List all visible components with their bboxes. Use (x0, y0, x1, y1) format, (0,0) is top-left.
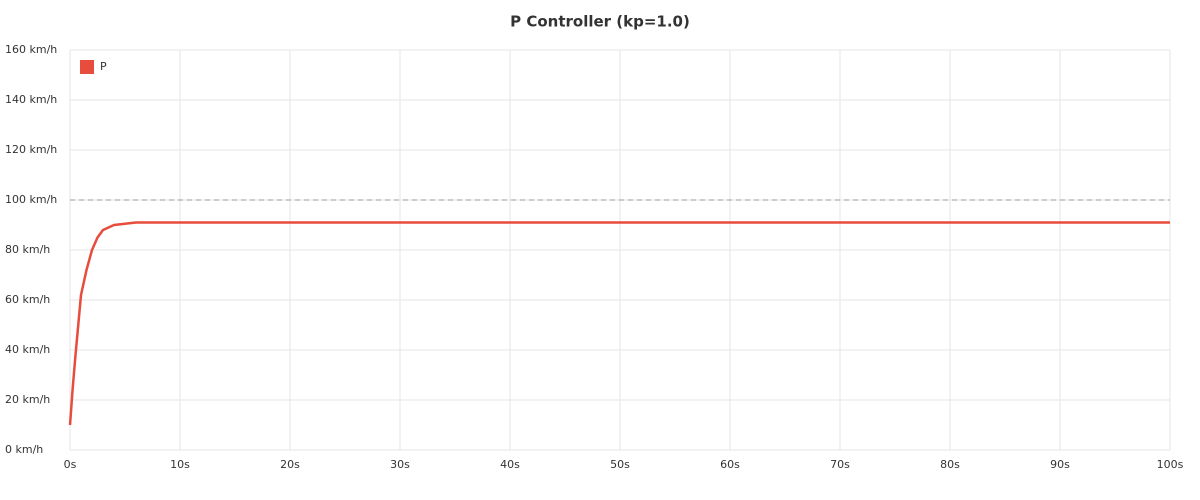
y-tick-label: 100 km/h (5, 193, 57, 206)
legend-label: P (100, 60, 107, 73)
y-tick-label: 0 km/h (5, 443, 43, 456)
x-tick-label: 60s (720, 458, 740, 471)
y-tick-label: 80 km/h (5, 243, 50, 256)
legend-swatch (80, 60, 94, 74)
y-tick-label: 160 km/h (5, 43, 57, 56)
x-tick-label: 100s (1157, 458, 1184, 471)
chart-title: P Controller (kp=1.0) (510, 13, 690, 31)
x-tick-label: 0s (64, 458, 77, 471)
x-tick-label: 90s (1050, 458, 1070, 471)
x-tick-label: 80s (940, 458, 960, 471)
x-tick-label: 50s (610, 458, 630, 471)
x-tick-label: 40s (500, 458, 520, 471)
x-tick-label: 70s (830, 458, 850, 471)
data-line (68, 221, 1170, 426)
y-tick-label: 140 km/h (5, 93, 57, 106)
x-tick-label: 10s (170, 458, 190, 471)
y-tick-label: 60 km/h (5, 293, 50, 306)
y-tick-label: 40 km/h (5, 343, 50, 356)
x-tick-label: 30s (390, 458, 410, 471)
x-tick-label: 20s (280, 458, 300, 471)
y-tick-label: 20 km/h (5, 393, 50, 406)
y-tick-label: 120 km/h (5, 143, 57, 156)
